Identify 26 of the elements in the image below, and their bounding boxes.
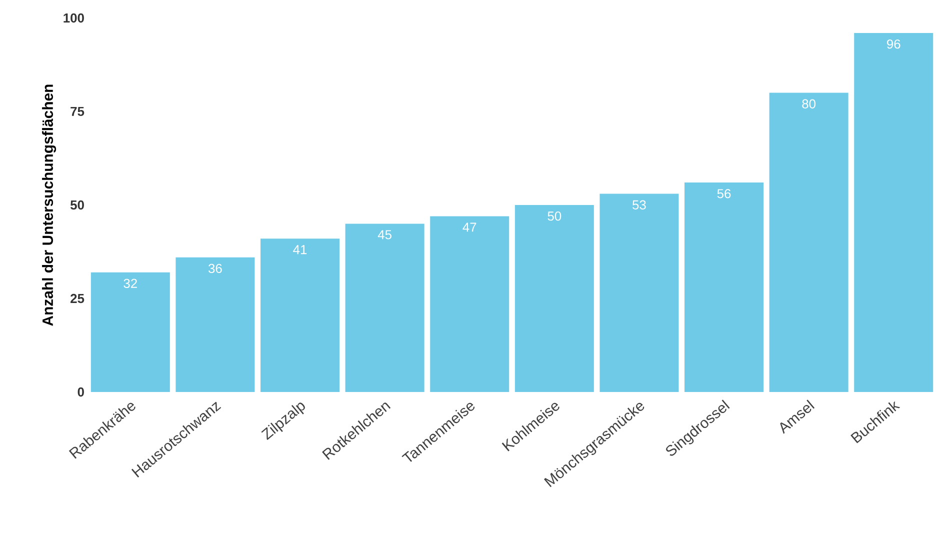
y-axis-title: Anzahl der Untersuchungsflächen xyxy=(42,84,56,326)
data-label: 47 xyxy=(462,222,476,232)
bar xyxy=(769,92,848,392)
bar xyxy=(430,216,510,392)
bar xyxy=(684,182,764,392)
data-label: 53 xyxy=(632,200,646,210)
bar xyxy=(90,272,170,392)
bar xyxy=(854,32,934,392)
bar xyxy=(514,204,594,392)
data-label: 80 xyxy=(802,99,816,108)
data-label: 45 xyxy=(378,230,392,240)
y-tick-label: 0 xyxy=(78,387,84,397)
data-label: 56 xyxy=(717,189,731,198)
data-label: 36 xyxy=(208,264,222,274)
bar xyxy=(600,194,679,392)
bar xyxy=(260,238,340,392)
bar xyxy=(345,224,424,392)
y-tick-label: 100 xyxy=(64,13,84,23)
data-label: 96 xyxy=(887,39,900,49)
data-label: 32 xyxy=(124,278,137,288)
bar xyxy=(176,257,255,392)
y-tick-label: 75 xyxy=(70,106,84,116)
y-tick-label: 25 xyxy=(70,294,84,304)
y-tick-label: 50 xyxy=(70,200,84,210)
data-label: 41 xyxy=(293,245,307,254)
data-label: 50 xyxy=(548,212,562,221)
